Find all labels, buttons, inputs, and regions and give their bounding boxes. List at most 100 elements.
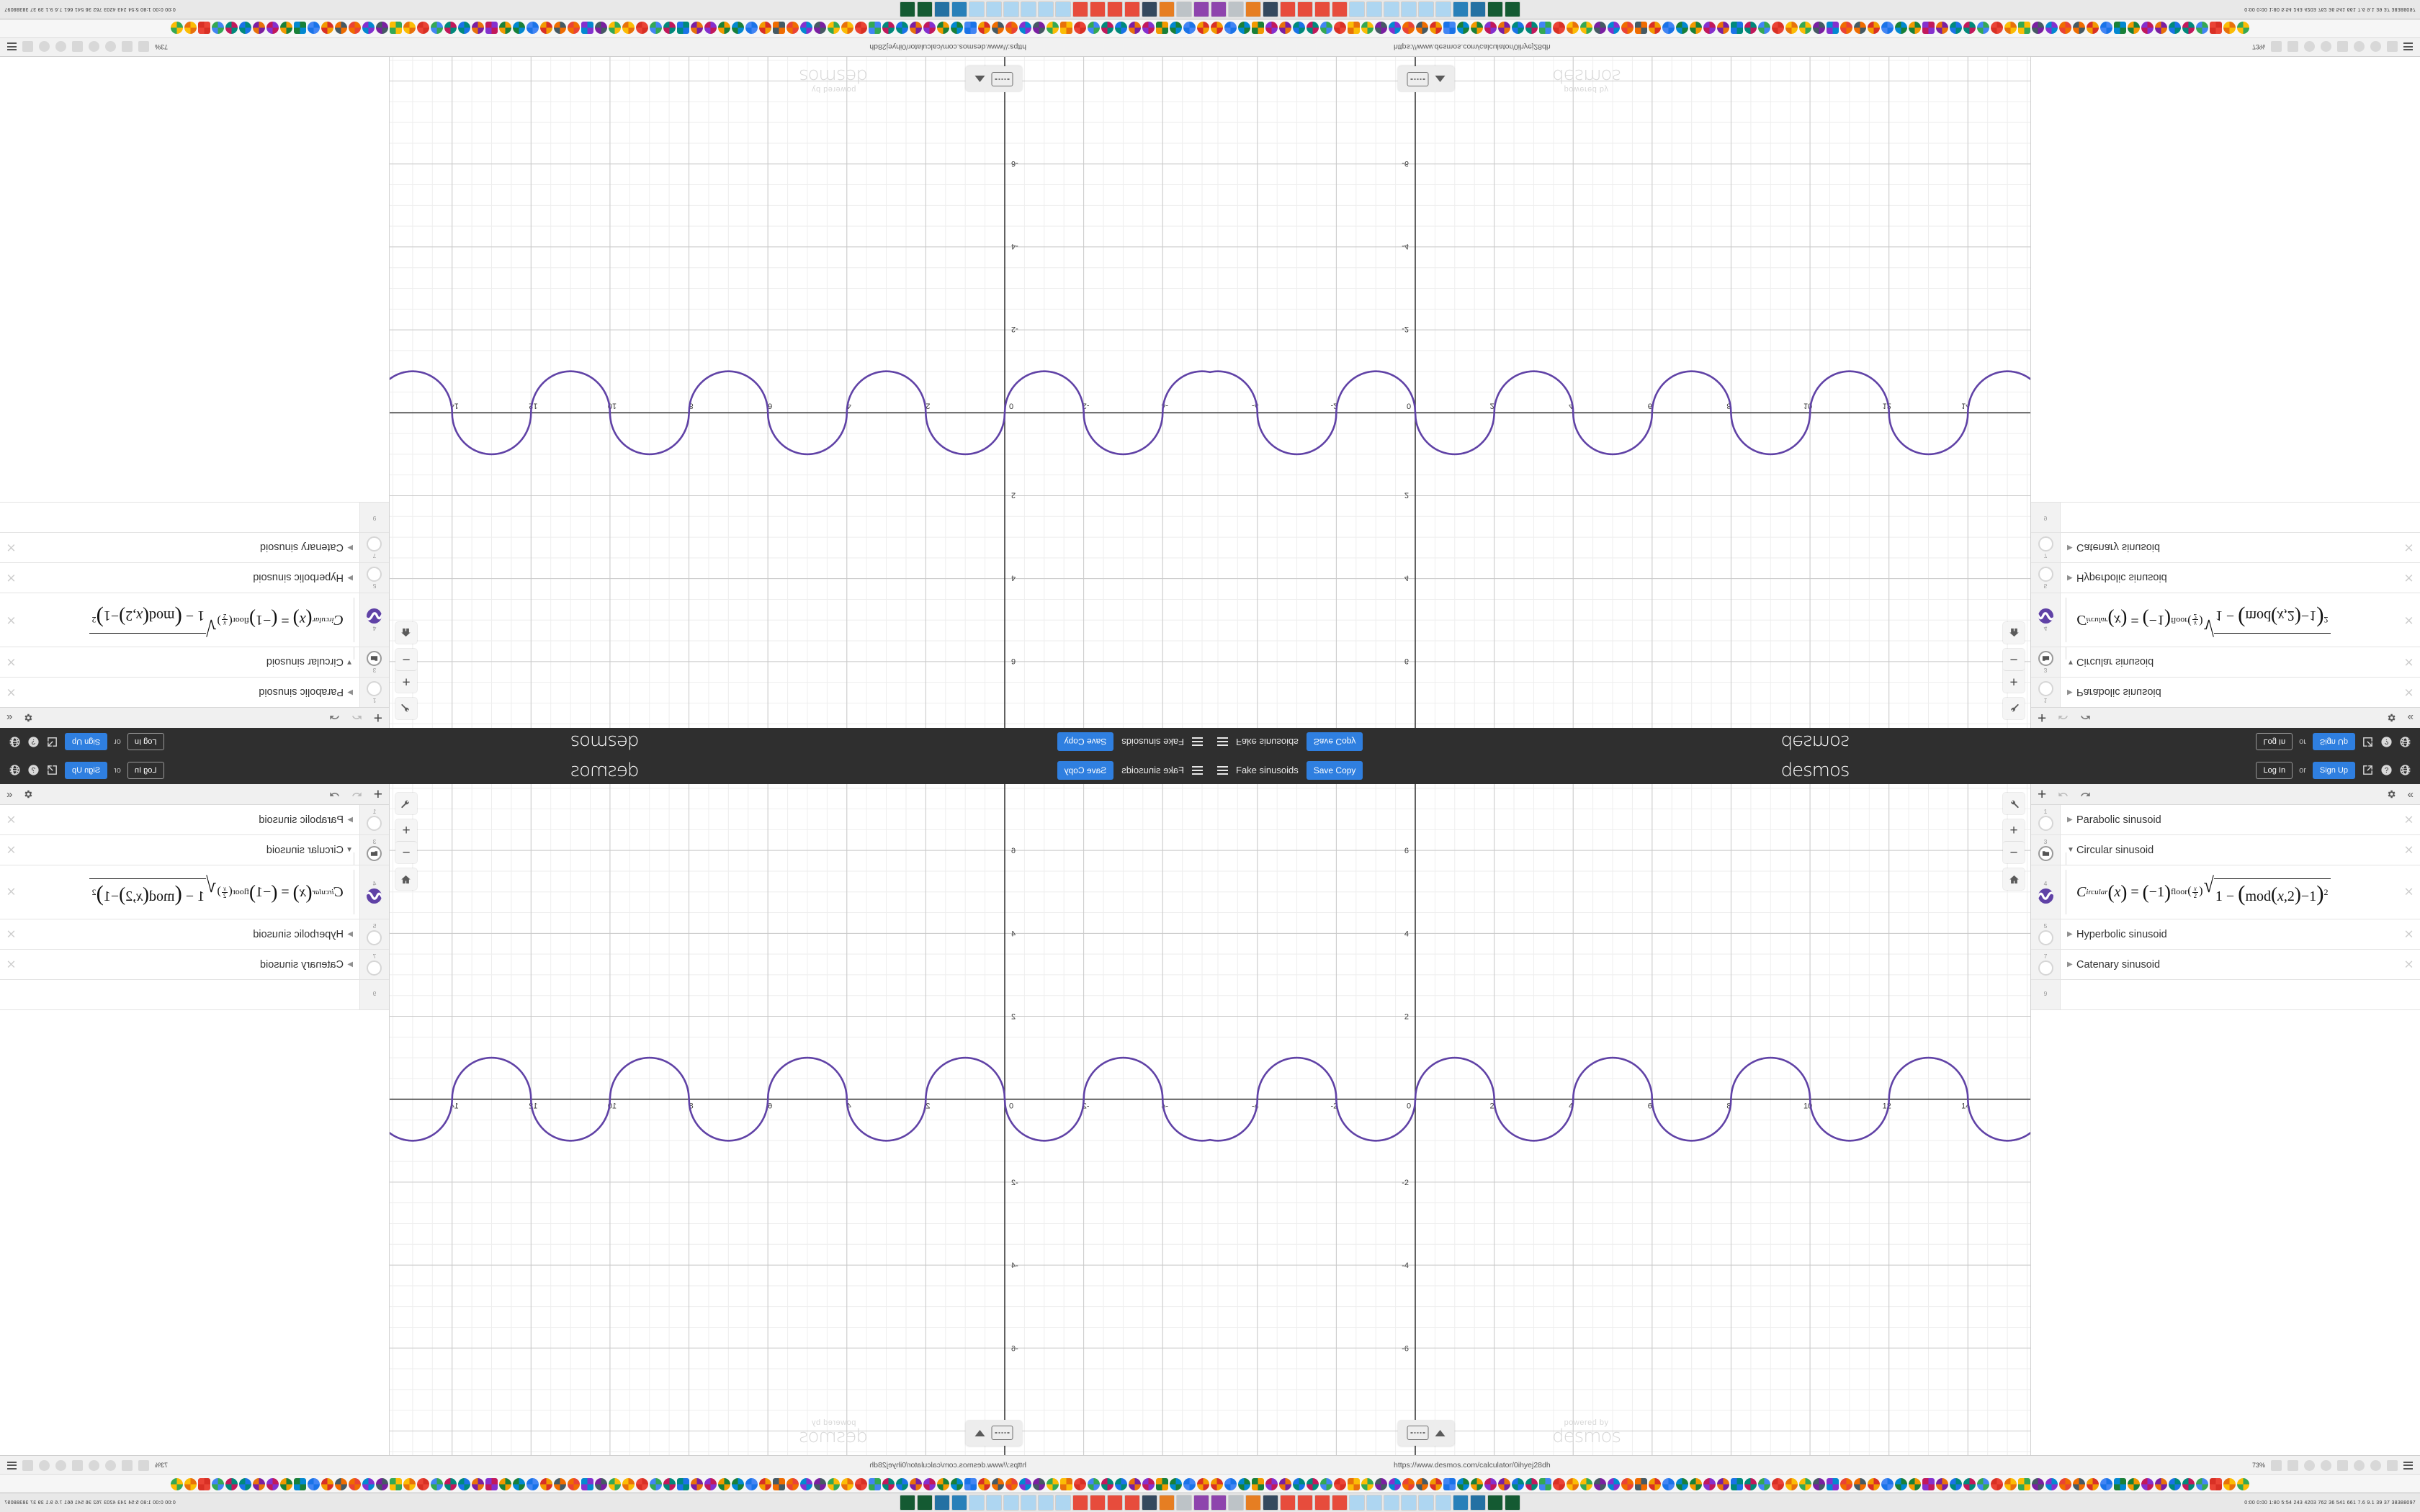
- bookmark-favicon[interactable]: [1950, 1477, 1962, 1490]
- bookmark-favicon[interactable]: [1717, 1477, 1729, 1490]
- bookmark-favicon[interactable]: [2182, 22, 2195, 35]
- bookmark-favicon[interactable]: [540, 22, 552, 35]
- profile-icon[interactable]: [39, 1459, 50, 1471]
- bookmark-favicon[interactable]: [2100, 22, 2112, 35]
- delete-row-icon[interactable]: ×: [2403, 613, 2414, 628]
- bookmark-favicon[interactable]: [622, 22, 635, 35]
- bookmark-favicon[interactable]: [1963, 22, 1976, 35]
- bookmark-favicon[interactable]: [882, 22, 895, 35]
- bookmark-favicon[interactable]: [1649, 22, 1661, 35]
- redo-icon[interactable]: [329, 713, 340, 724]
- delete-row-icon[interactable]: ×: [6, 812, 17, 827]
- hamburger-menu-icon[interactable]: [1217, 765, 1228, 775]
- bookmark-favicon[interactable]: [2155, 22, 2167, 35]
- bookmark-favicon[interactable]: [759, 1477, 771, 1490]
- bookmark-favicon[interactable]: [704, 22, 717, 35]
- os-taskbar[interactable]: 0:00 0:00 1:80 5:54 243 4203 762 36 541 …: [1210, 1493, 2420, 1512]
- bookmark-favicon[interactable]: [1922, 1477, 1935, 1490]
- zoom-in-button[interactable]: +: [395, 671, 417, 693]
- bookmark-favicon[interactable]: [349, 22, 361, 35]
- bookmark-favicon[interactable]: [1471, 22, 1483, 35]
- chevron-down-icon[interactable]: ▼: [346, 658, 353, 666]
- bookmark-favicon[interactable]: [732, 22, 744, 35]
- home-icon[interactable]: [395, 622, 417, 644]
- bookmark-favicon[interactable]: [1868, 1477, 1880, 1490]
- bookmark-favicon[interactable]: [1662, 22, 1675, 35]
- download-icon[interactable]: [72, 1459, 83, 1471]
- bookmark-favicon[interactable]: [1361, 1477, 1373, 1490]
- bookmark-favicon[interactable]: [294, 1477, 306, 1490]
- bookmark-favicon[interactable]: [1129, 22, 1141, 35]
- bookmark-favicon[interactable]: [1580, 22, 1592, 35]
- profile-icon[interactable]: [2370, 1459, 2381, 1471]
- expression-row[interactable]: 7 ▶ Catenary sinusoid ×: [2031, 532, 2420, 562]
- bookmark-favicon[interactable]: [1443, 22, 1456, 35]
- taskbar-app-icon[interactable]: [1038, 1495, 1054, 1511]
- save-copy-button[interactable]: Save Copy: [1057, 732, 1114, 752]
- bookmark-favicon[interactable]: [2141, 22, 2154, 35]
- taskbar-app-icon[interactable]: [1314, 1495, 1330, 1511]
- expression-row[interactable]: 3 ▼ Circular sinusoid ×: [0, 647, 389, 677]
- bookmark-favicon[interactable]: [1074, 1477, 1086, 1490]
- redo-icon[interactable]: [2080, 713, 2091, 724]
- bookmark-star-icon[interactable]: [122, 1459, 133, 1471]
- bookmark-favicon[interactable]: [1019, 1477, 1031, 1490]
- delete-row-icon[interactable]: ×: [2403, 884, 2414, 899]
- bookmark-favicon[interactable]: [745, 22, 758, 35]
- bookmark-favicon[interactable]: [814, 22, 826, 35]
- reload-icon[interactable]: [89, 1459, 99, 1471]
- keyboard-toggle-button[interactable]: [965, 1420, 1023, 1446]
- expression-row[interactable]: 3 ▼ Circular sinusoid ×: [0, 835, 389, 865]
- bookmark-favicon[interactable]: [1676, 1477, 1688, 1490]
- taskbar-app-icon[interactable]: [1401, 1495, 1417, 1511]
- browser-menu-icon[interactable]: [2403, 1461, 2413, 1470]
- bookmark-favicon[interactable]: [650, 22, 662, 35]
- bookmark-favicon[interactable]: [1361, 22, 1373, 35]
- bookmark-favicon[interactable]: [2114, 22, 2126, 35]
- bookmark-favicon[interactable]: [1060, 1477, 1072, 1490]
- delete-row-icon[interactable]: ×: [2403, 957, 2414, 971]
- bookmark-favicon[interactable]: [964, 22, 977, 35]
- settings-extension-icon[interactable]: [22, 1459, 33, 1471]
- zoom-out-button[interactable]: −: [2003, 841, 2025, 863]
- zoom-in-button[interactable]: +: [2003, 671, 2025, 693]
- bookmark-favicon[interactable]: [1443, 1477, 1456, 1490]
- graph-visibility-toggle[interactable]: [2038, 566, 2053, 582]
- taskbar-app-icon[interactable]: [1487, 1495, 1503, 1511]
- bookmark-favicon[interactable]: [1142, 22, 1155, 35]
- bookmark-favicon[interactable]: [2018, 22, 2030, 35]
- taskbar-app-icon[interactable]: [1349, 1, 1365, 17]
- row-content[interactable]: [0, 980, 359, 1009]
- bookmark-favicon[interactable]: [2059, 1477, 2071, 1490]
- taskbar-app-icon[interactable]: [951, 1495, 967, 1511]
- zoom-out-button[interactable]: −: [395, 649, 417, 671]
- bookmarks-bar[interactable]: [1210, 1474, 2420, 1493]
- bookmark-favicon[interactable]: [718, 22, 730, 35]
- page-zoom-level[interactable]: 73%: [2251, 43, 2265, 50]
- chevron-down-icon[interactable]: ▼: [2067, 658, 2074, 666]
- graph-title[interactable]: Fake sinusoids: [1121, 737, 1184, 747]
- bookmark-favicon[interactable]: [1539, 22, 1551, 35]
- share-icon[interactable]: [46, 764, 58, 776]
- bookmark-favicon[interactable]: [526, 1477, 539, 1490]
- bookmark-favicon[interactable]: [390, 22, 402, 35]
- taskbar-app-icon[interactable]: [1142, 1495, 1157, 1511]
- help-icon[interactable]: ?: [2380, 764, 2393, 776]
- help-icon[interactable]: ?: [27, 764, 40, 776]
- bookmark-favicon[interactable]: [1772, 22, 1784, 35]
- bookmark-favicon[interactable]: [2032, 22, 2044, 35]
- taskbar-app-icon[interactable]: [1418, 1495, 1434, 1511]
- bookmark-favicon[interactable]: [1731, 1477, 1743, 1490]
- graph-visibility-toggle[interactable]: [367, 960, 382, 976]
- browser-menu-icon[interactable]: [7, 42, 17, 51]
- bookmark-favicon[interactable]: [1265, 1477, 1278, 1490]
- bookmark-favicon[interactable]: [1498, 22, 1510, 35]
- bookmark-favicon[interactable]: [1019, 22, 1031, 35]
- bookmark-favicon[interactable]: [499, 1477, 511, 1490]
- bookmark-favicon[interactable]: [1252, 22, 1264, 35]
- chevron-right-icon[interactable]: ▶: [347, 816, 353, 824]
- bookmark-favicon[interactable]: [704, 1477, 717, 1490]
